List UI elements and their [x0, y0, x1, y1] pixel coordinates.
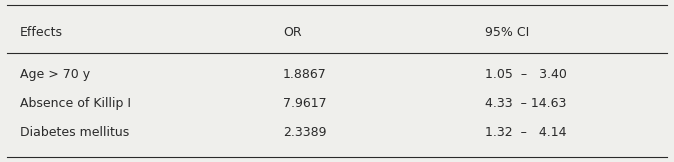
Text: Effects: Effects: [20, 26, 63, 39]
Text: 7.9617: 7.9617: [283, 97, 327, 110]
Text: 1.32  –   4.14: 1.32 – 4.14: [485, 126, 567, 139]
Text: 95% CI: 95% CI: [485, 26, 530, 39]
Text: 4.33  – 14.63: 4.33 – 14.63: [485, 97, 567, 110]
Text: 2.3389: 2.3389: [283, 126, 327, 139]
Text: OR: OR: [283, 26, 302, 39]
Text: Absence of Killip I: Absence of Killip I: [20, 97, 131, 110]
Text: 1.05  –   3.40: 1.05 – 3.40: [485, 68, 567, 81]
Text: Diabetes mellitus: Diabetes mellitus: [20, 126, 129, 139]
Text: 1.8867: 1.8867: [283, 68, 327, 81]
Text: Age > 70 y: Age > 70 y: [20, 68, 90, 81]
